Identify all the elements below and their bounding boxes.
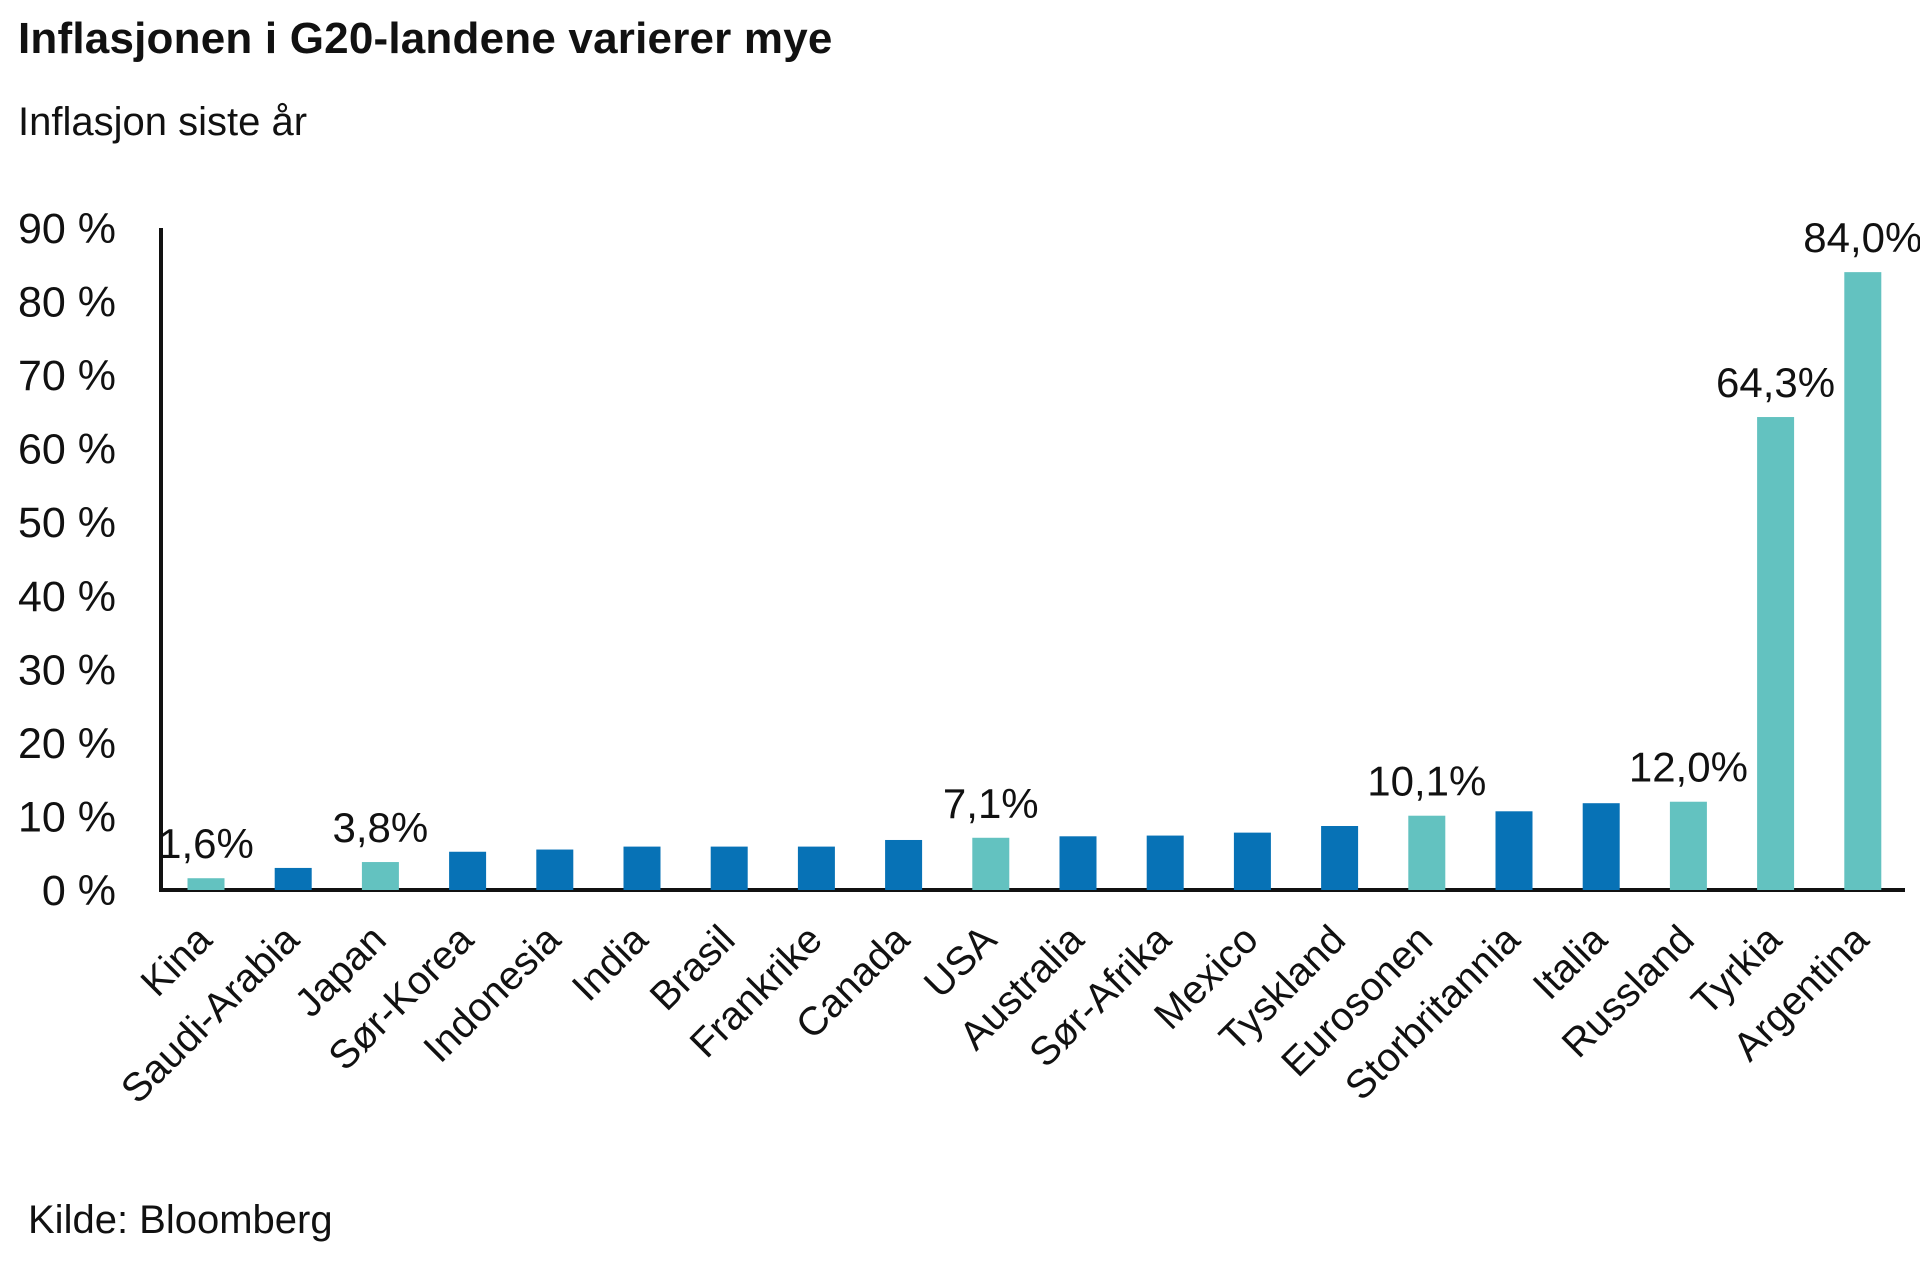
y-tick-label: 90 % (18, 205, 116, 253)
y-tick-label: 60 % (18, 426, 116, 474)
data-label: 64,3% (1716, 359, 1835, 406)
bar-saudi-arabia (274, 867, 312, 890)
bar-usa (972, 837, 1010, 890)
bar-frankrike (797, 846, 835, 890)
y-tick-label: 70 % (18, 352, 116, 400)
bar-mexico (1233, 832, 1271, 890)
bar-japan (361, 862, 399, 890)
data-label: 12,0% (1629, 744, 1748, 791)
bar-australia (1059, 836, 1097, 890)
bar-tyrkia (1757, 417, 1795, 890)
bar-india (623, 846, 661, 890)
y-tick-label: 20 % (18, 720, 116, 768)
bar-italia (1582, 803, 1620, 890)
chart-title: Inflasjonen i G20-landene varierer mye (18, 14, 833, 63)
y-tick-label: 40 % (18, 573, 116, 621)
y-tick-label: 10 % (18, 793, 116, 841)
bar-s-r-afrika (1146, 835, 1184, 890)
bar-russland (1669, 801, 1707, 890)
data-label: 1,6% (158, 820, 254, 867)
y-tick-label: 30 % (18, 646, 116, 694)
y-tick-label: 50 % (18, 499, 116, 547)
bar-brasil (710, 846, 748, 890)
bar-s-r-korea (449, 851, 487, 890)
bar-argentina (1844, 272, 1882, 891)
x-tick-label: India (564, 917, 657, 1010)
data-label: 7,1% (943, 780, 1039, 827)
data-label: 84,0% (1803, 214, 1920, 261)
bar-storbritannia (1495, 811, 1533, 890)
chart-source: Kilde: Bloomberg (28, 1198, 333, 1242)
bar-tyskland (1321, 826, 1359, 890)
data-label: 3,8% (333, 804, 429, 851)
bar-kina (187, 878, 225, 890)
bar-canada (885, 839, 923, 890)
y-tick-label: 80 % (18, 279, 116, 327)
data-label: 10,1% (1367, 758, 1486, 805)
chart-subtitle: Inflasjon siste år (18, 100, 308, 144)
bar-indonesia (536, 849, 574, 890)
y-tick-label: 0 % (42, 867, 116, 915)
bar-eurosonen (1408, 815, 1446, 890)
